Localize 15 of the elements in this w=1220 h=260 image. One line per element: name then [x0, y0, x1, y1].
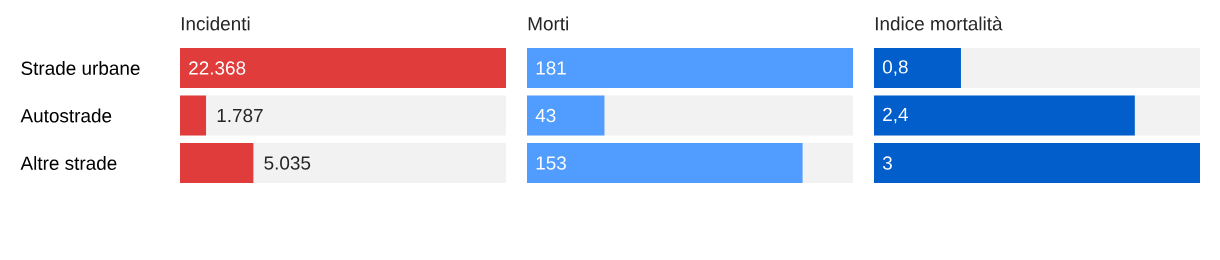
- data-label: 0,8: [882, 60, 908, 76]
- data-label: 5.035: [264, 156, 311, 170]
- data-label: 3: [882, 156, 892, 170]
- data-label: 22.368: [189, 61, 246, 75]
- y-tick-label: Altre strade: [20, 156, 117, 170]
- data-label: 153: [536, 156, 566, 170]
- data-label: 2,4: [883, 107, 908, 124]
- chart-title: Incidenti: [181, 16, 250, 31]
- data-label: 1.787: [217, 108, 263, 123]
- data-label: 43: [535, 108, 556, 123]
- chart-title: Indice mortalità: [875, 16, 1003, 31]
- y-tick-label: Autostrade: [20, 108, 112, 123]
- y-tick-label: Strade urbane: [21, 61, 140, 75]
- chart-title: Morti: [528, 16, 568, 31]
- data-label: 181: [536, 61, 566, 75]
